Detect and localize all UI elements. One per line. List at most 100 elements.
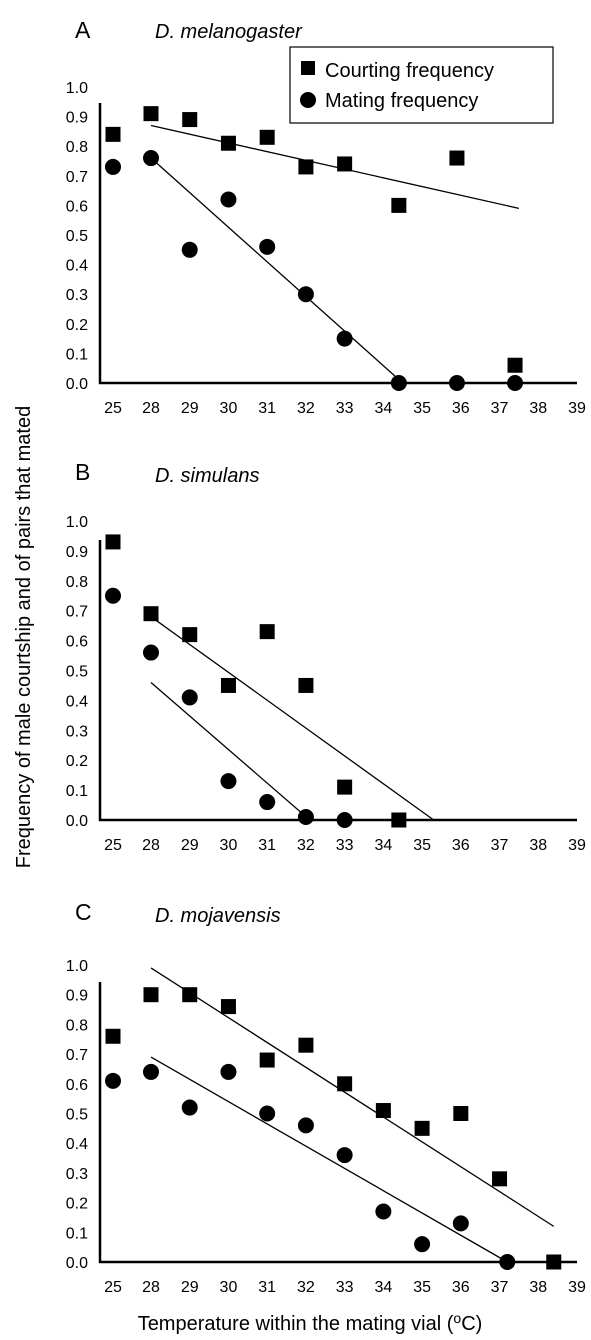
mating-point	[336, 1147, 353, 1164]
y-tick-label: 1.0	[66, 958, 88, 975]
x-tick-label: 28	[142, 400, 160, 417]
courting-point	[182, 627, 198, 643]
courting-fit-line	[150, 616, 435, 821]
y-tick-label: 0.8	[66, 1017, 88, 1034]
y-tick-label: 0.1	[66, 346, 88, 363]
y-axis-title: Frequency of male courtship and of pairs…	[13, 406, 35, 868]
mating-point	[143, 644, 159, 661]
mating-point	[259, 794, 276, 811]
courting-fit-line	[150, 124, 520, 209]
courting-point	[337, 156, 353, 172]
y-tick-label: 0.6	[66, 634, 88, 651]
y-tick-label: 0.4	[66, 1136, 88, 1153]
x-tick-label: 35	[413, 400, 431, 417]
x-tick-label: 36	[452, 837, 470, 854]
y-tick-label: 0.4	[66, 693, 88, 710]
mating-point	[105, 158, 121, 175]
mating-point	[507, 375, 524, 391]
mating-point	[414, 1236, 431, 1253]
panel-b: B D. simulans 0.0 0.1 0.2 0.3 0.4 0.5 0.6 0.7 0.8 0…	[66, 459, 586, 854]
courting-point	[105, 1028, 121, 1044]
courting-point	[453, 1106, 469, 1121]
x-tick-label: 35	[413, 1279, 431, 1296]
x-tick-label: 28	[142, 837, 160, 854]
x-tick-label: 30	[220, 1279, 238, 1296]
mating-point	[143, 150, 159, 167]
x-tick-label: 32	[297, 400, 315, 417]
y-tick-label: 1.0	[66, 514, 88, 531]
x-tick-label: 38	[529, 1279, 547, 1296]
y-tick-label: 0.7	[66, 169, 88, 186]
y-tick-label: 0.0	[66, 1255, 88, 1272]
x-tick-label: 31	[258, 400, 276, 417]
panel-c: C D. mojavensis 0.0 0.1 0.2 0.3 0.4 0.5 0.6 0.7 0.…	[66, 899, 586, 1296]
courting-point	[143, 987, 159, 1003]
mating-fit-line	[150, 1056, 508, 1263]
y-tick-label: 0.1	[66, 1225, 88, 1242]
mating-point	[448, 375, 465, 391]
mating-fit-line	[150, 157, 404, 384]
courting-point	[414, 1120, 430, 1136]
x-tick-label: 37	[491, 1279, 509, 1296]
mating-point	[297, 1117, 314, 1134]
y-tick-label: 0.0	[66, 376, 88, 393]
x-tick-label: 37	[491, 400, 509, 417]
mating-point	[259, 1105, 276, 1122]
legend-mating-label: Mating frequency	[325, 90, 478, 112]
mating-point	[259, 238, 276, 255]
y-tick-label: 0.0	[66, 813, 88, 830]
y-tick-label: 0.6	[66, 198, 88, 215]
y-tick-label: 0.1	[66, 783, 88, 800]
mating-point	[336, 330, 353, 347]
mating-point	[452, 1215, 469, 1232]
courting-point	[105, 534, 121, 550]
courting-point	[220, 135, 236, 151]
x-tick-label: 32	[297, 837, 315, 854]
y-tick-label: 0.3	[66, 287, 88, 304]
y-tick-label: 0.7	[66, 604, 88, 621]
x-axis-title: Temperature within the mating vial (oC)	[138, 1310, 483, 1335]
panels: A D. melanogaster 0.0 0.1 0.2 0.3 0.4 0.5 0.6 0.7…	[66, 17, 586, 1296]
x-tick-label: 39	[568, 1279, 586, 1296]
y-tick-label: 0.2	[66, 1196, 88, 1213]
x-tick-label: 29	[181, 1279, 199, 1296]
y-tick-label: 0.3	[66, 1166, 88, 1183]
courting-point	[298, 677, 314, 693]
x-tick-label: 39	[568, 837, 586, 854]
courting-point	[391, 812, 407, 828]
panel-title: D. simulans	[155, 465, 259, 487]
x-tick-label: 39	[568, 400, 586, 417]
y-tick-label: 0.9	[66, 544, 88, 561]
legend-box	[289, 46, 554, 124]
y-tick-label: 0.2	[66, 753, 88, 770]
x-tick-label: 36	[452, 400, 470, 417]
x-tick-label: 33	[336, 400, 354, 417]
x-tick-label: 38	[529, 400, 547, 417]
courting-point	[143, 606, 159, 622]
x-tick-label: 25	[104, 400, 122, 417]
panel-a: A D. melanogaster 0.0 0.1 0.2 0.3 0.4 0.5 0.6 0.7…	[66, 17, 586, 417]
x-tick-label: 37	[491, 837, 509, 854]
y-tick-label: 0.3	[66, 723, 88, 740]
x-tick-label: 33	[336, 1279, 354, 1296]
x-axis-title-degree: o	[453, 1310, 461, 1326]
courting-point	[391, 197, 407, 213]
x-tick-label: 34	[374, 837, 392, 854]
x-axis-title-main: Temperature within the mating vial (	[138, 1313, 454, 1335]
mating-point	[297, 809, 314, 826]
courting-point	[449, 150, 465, 166]
x-tick-label: 29	[181, 837, 199, 854]
courting-point	[105, 126, 121, 142]
courting-point	[259, 624, 275, 640]
mating-point	[375, 1203, 392, 1220]
y-tick-label: 1.0	[66, 80, 88, 97]
y-tick-label: 0.2	[66, 317, 88, 334]
mating-point	[181, 689, 198, 706]
x-tick-label: 34	[374, 1279, 392, 1296]
courting-point	[492, 1171, 508, 1187]
panel-letter: B	[75, 459, 90, 485]
mating-point	[143, 1063, 159, 1080]
courting-point	[375, 1103, 391, 1119]
y-tick-label: 0.8	[66, 574, 88, 591]
courting-point	[259, 129, 275, 145]
